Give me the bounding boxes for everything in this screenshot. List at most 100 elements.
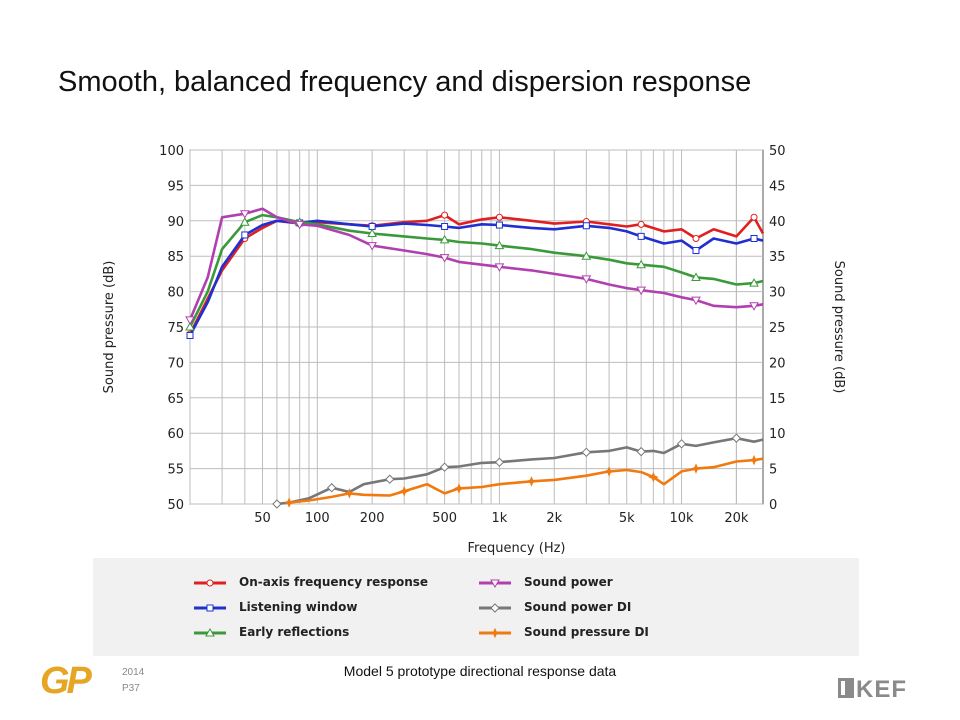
x-tick-label: 20k xyxy=(724,511,749,526)
data-point-sound-power-di xyxy=(327,483,337,493)
kef-logo: KEF xyxy=(838,676,907,702)
y2-tick-label: 45 xyxy=(769,179,786,194)
y2-axis-label: Sound pressure (dB) xyxy=(831,261,846,394)
legend-label: Sound power xyxy=(524,575,613,589)
x-tick-label: 50 xyxy=(254,511,271,526)
data-point-sound-power xyxy=(185,316,195,325)
data-point-sound-pressure-di xyxy=(748,454,760,466)
legend-swatch xyxy=(194,579,226,587)
series-line-listening-window xyxy=(188,219,764,337)
data-point-sound-pressure-di xyxy=(648,471,659,483)
y-tick-label: 60 xyxy=(167,427,184,442)
data-point-sound-pressure-di xyxy=(603,466,615,477)
legend-swatch xyxy=(479,627,511,639)
x-axis-label: Frequency (Hz) xyxy=(467,541,565,556)
legend-swatch-marker xyxy=(490,579,500,589)
footer-page-number: P37 xyxy=(122,683,140,694)
data-point-sound-pressure-di xyxy=(453,483,465,494)
footer-year: 2014 xyxy=(122,667,145,678)
series-line-sound-power-di xyxy=(276,436,764,506)
data-point-early-reflections xyxy=(581,251,592,260)
chart-panel: 50 55 60 65 70 75 80 85 90 95 100 0 5 10 15 20 25 30 35 40 4… xyxy=(93,138,859,668)
legend-swatch-marker xyxy=(206,579,214,587)
y-tick-label: 95 xyxy=(167,179,184,194)
data-point-sound-power-di xyxy=(581,447,592,458)
data-point-listening-window xyxy=(241,231,249,239)
data-point-sound-pressure-di xyxy=(283,497,295,508)
x-tick-label: 1k xyxy=(492,511,508,526)
legend-swatch-marker xyxy=(489,627,501,639)
legend-label: Sound pressure DI xyxy=(524,625,649,639)
data-point-sound-power xyxy=(691,296,701,306)
x-tick-label: 500 xyxy=(432,511,457,526)
legend-label: Early reflections xyxy=(239,625,350,639)
data-point-listening-window xyxy=(441,222,449,230)
series-markers-listening-window xyxy=(186,219,758,339)
legend-swatch xyxy=(194,627,226,637)
data-point-sound-power-di xyxy=(272,499,282,509)
legend-label: Sound power DI xyxy=(524,600,632,614)
y2-tick-label: 30 xyxy=(769,286,786,301)
y-tick-label: 100 xyxy=(159,144,184,159)
data-point-listening-window xyxy=(637,232,645,240)
y2-tick-label: 0 xyxy=(769,498,777,513)
legend-swatch xyxy=(194,604,226,612)
x-tick-label: 10k xyxy=(670,511,695,526)
data-point-on-axis-frequency-response xyxy=(750,213,758,221)
data-point-early-reflections xyxy=(636,259,647,269)
data-point-sound-power xyxy=(636,286,647,296)
data-point-sound-power-di xyxy=(731,433,742,443)
y2-tick-label: 20 xyxy=(769,356,786,371)
x-tick-label: 2k xyxy=(546,511,562,526)
series-markers-sound-power xyxy=(185,210,759,325)
data-point-early-reflections xyxy=(749,278,759,287)
data-point-sound-power xyxy=(749,302,759,311)
data-point-on-axis-frequency-response xyxy=(495,213,503,221)
data-point-sound-pressure-di xyxy=(398,485,410,497)
legend-label: On-axis frequency response xyxy=(239,575,429,589)
data-point-listening-window xyxy=(582,222,590,230)
data-point-sound-power-di xyxy=(676,439,687,449)
y-tick-label: 75 xyxy=(167,321,184,336)
series-line-sound-power xyxy=(188,207,764,321)
gp-logo: GP xyxy=(40,660,96,700)
y-tick-label: 70 xyxy=(167,356,184,371)
y2-tick-label: 50 xyxy=(769,144,786,159)
y-axis-label: Sound pressure (dB) xyxy=(102,261,117,394)
data-point-sound-power-di xyxy=(494,457,505,467)
data-point-early-reflections xyxy=(239,217,250,226)
y2-tick-label: 10 xyxy=(769,427,786,442)
data-point-listening-window xyxy=(495,221,503,229)
y-tick-label: 80 xyxy=(167,286,184,301)
y-tick-label: 55 xyxy=(167,463,184,478)
x-tick-label: 100 xyxy=(305,511,330,526)
legend-swatch xyxy=(479,603,511,613)
data-point-listening-window xyxy=(750,235,758,242)
y2-tick-label: 35 xyxy=(769,250,786,265)
data-point-on-axis-frequency-response xyxy=(637,220,645,228)
data-point-sound-pressure-di xyxy=(526,476,537,487)
kef-logo-text: KEF xyxy=(856,676,907,702)
data-point-early-reflections xyxy=(439,234,450,244)
gp-logo-text: GP xyxy=(40,660,93,700)
legend-swatch-marker xyxy=(490,603,500,613)
data-point-on-axis-frequency-response xyxy=(692,235,700,242)
data-point-early-reflections xyxy=(185,321,195,331)
data-point-early-reflections xyxy=(691,272,701,281)
chart-legend: On-axis frequency response Listening wind… xyxy=(93,558,859,656)
series-markers-sound-power-di xyxy=(272,433,742,509)
y-tick-label: 50 xyxy=(167,498,184,513)
data-point-sound-power-di xyxy=(636,446,646,457)
data-point-sound-power xyxy=(294,220,305,230)
data-point-listening-window xyxy=(186,331,194,339)
data-point-early-reflections xyxy=(367,228,377,238)
legend-swatch xyxy=(479,579,511,589)
data-point-sound-power-di xyxy=(385,474,395,484)
y2-tick-label: 5 xyxy=(769,463,777,478)
series-line-early-reflections xyxy=(188,213,764,328)
legend-swatch-marker xyxy=(206,604,214,612)
footer-caption: Model 5 prototype directional response d… xyxy=(343,663,617,679)
page-title: Smooth, balanced frequency and dispersio… xyxy=(58,66,752,98)
x-tick-label: 200 xyxy=(360,511,385,526)
y2-tick-label: 15 xyxy=(769,392,786,407)
